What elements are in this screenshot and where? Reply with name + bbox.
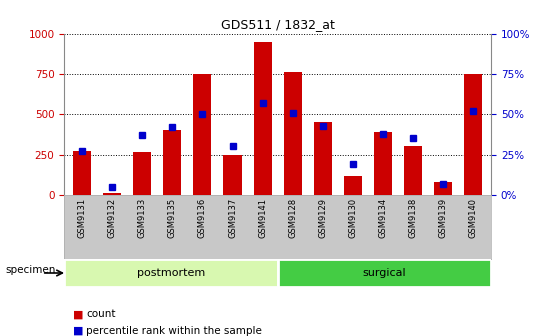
Bar — [224, 155, 242, 195]
Text: GSM9129: GSM9129 — [318, 198, 327, 238]
Bar — [404, 146, 422, 195]
Bar — [133, 152, 151, 195]
Text: specimen: specimen — [6, 265, 56, 275]
Text: GSM9137: GSM9137 — [228, 198, 237, 238]
Text: GSM9128: GSM9128 — [288, 198, 297, 238]
Bar — [344, 175, 362, 195]
Bar — [194, 74, 211, 195]
Text: GSM9140: GSM9140 — [469, 198, 478, 238]
Bar — [163, 130, 181, 195]
Text: GSM9133: GSM9133 — [138, 198, 147, 238]
Bar — [434, 182, 452, 195]
Bar — [64, 259, 277, 287]
Bar — [314, 122, 331, 195]
Bar — [464, 74, 482, 195]
Text: GSM9139: GSM9139 — [439, 198, 448, 238]
Bar — [283, 72, 302, 195]
Bar — [73, 151, 91, 195]
Text: percentile rank within the sample: percentile rank within the sample — [86, 326, 262, 336]
Text: ■: ■ — [73, 326, 83, 336]
Bar — [253, 42, 272, 195]
Text: surgical: surgical — [363, 268, 406, 278]
Title: GDS511 / 1832_at: GDS511 / 1832_at — [220, 18, 335, 31]
Text: GSM9136: GSM9136 — [198, 198, 207, 238]
Text: postmortem: postmortem — [137, 268, 205, 278]
Text: GSM9131: GSM9131 — [78, 198, 86, 238]
Text: GSM9132: GSM9132 — [108, 198, 117, 238]
Text: GSM9135: GSM9135 — [168, 198, 177, 238]
Bar — [103, 193, 121, 195]
Text: GSM9141: GSM9141 — [258, 198, 267, 238]
Text: count: count — [86, 309, 116, 319]
Bar — [374, 132, 392, 195]
Text: GSM9138: GSM9138 — [408, 198, 417, 238]
Bar — [277, 259, 491, 287]
Text: GSM9130: GSM9130 — [348, 198, 357, 238]
Text: ■: ■ — [73, 309, 83, 319]
Text: GSM9134: GSM9134 — [378, 198, 387, 238]
